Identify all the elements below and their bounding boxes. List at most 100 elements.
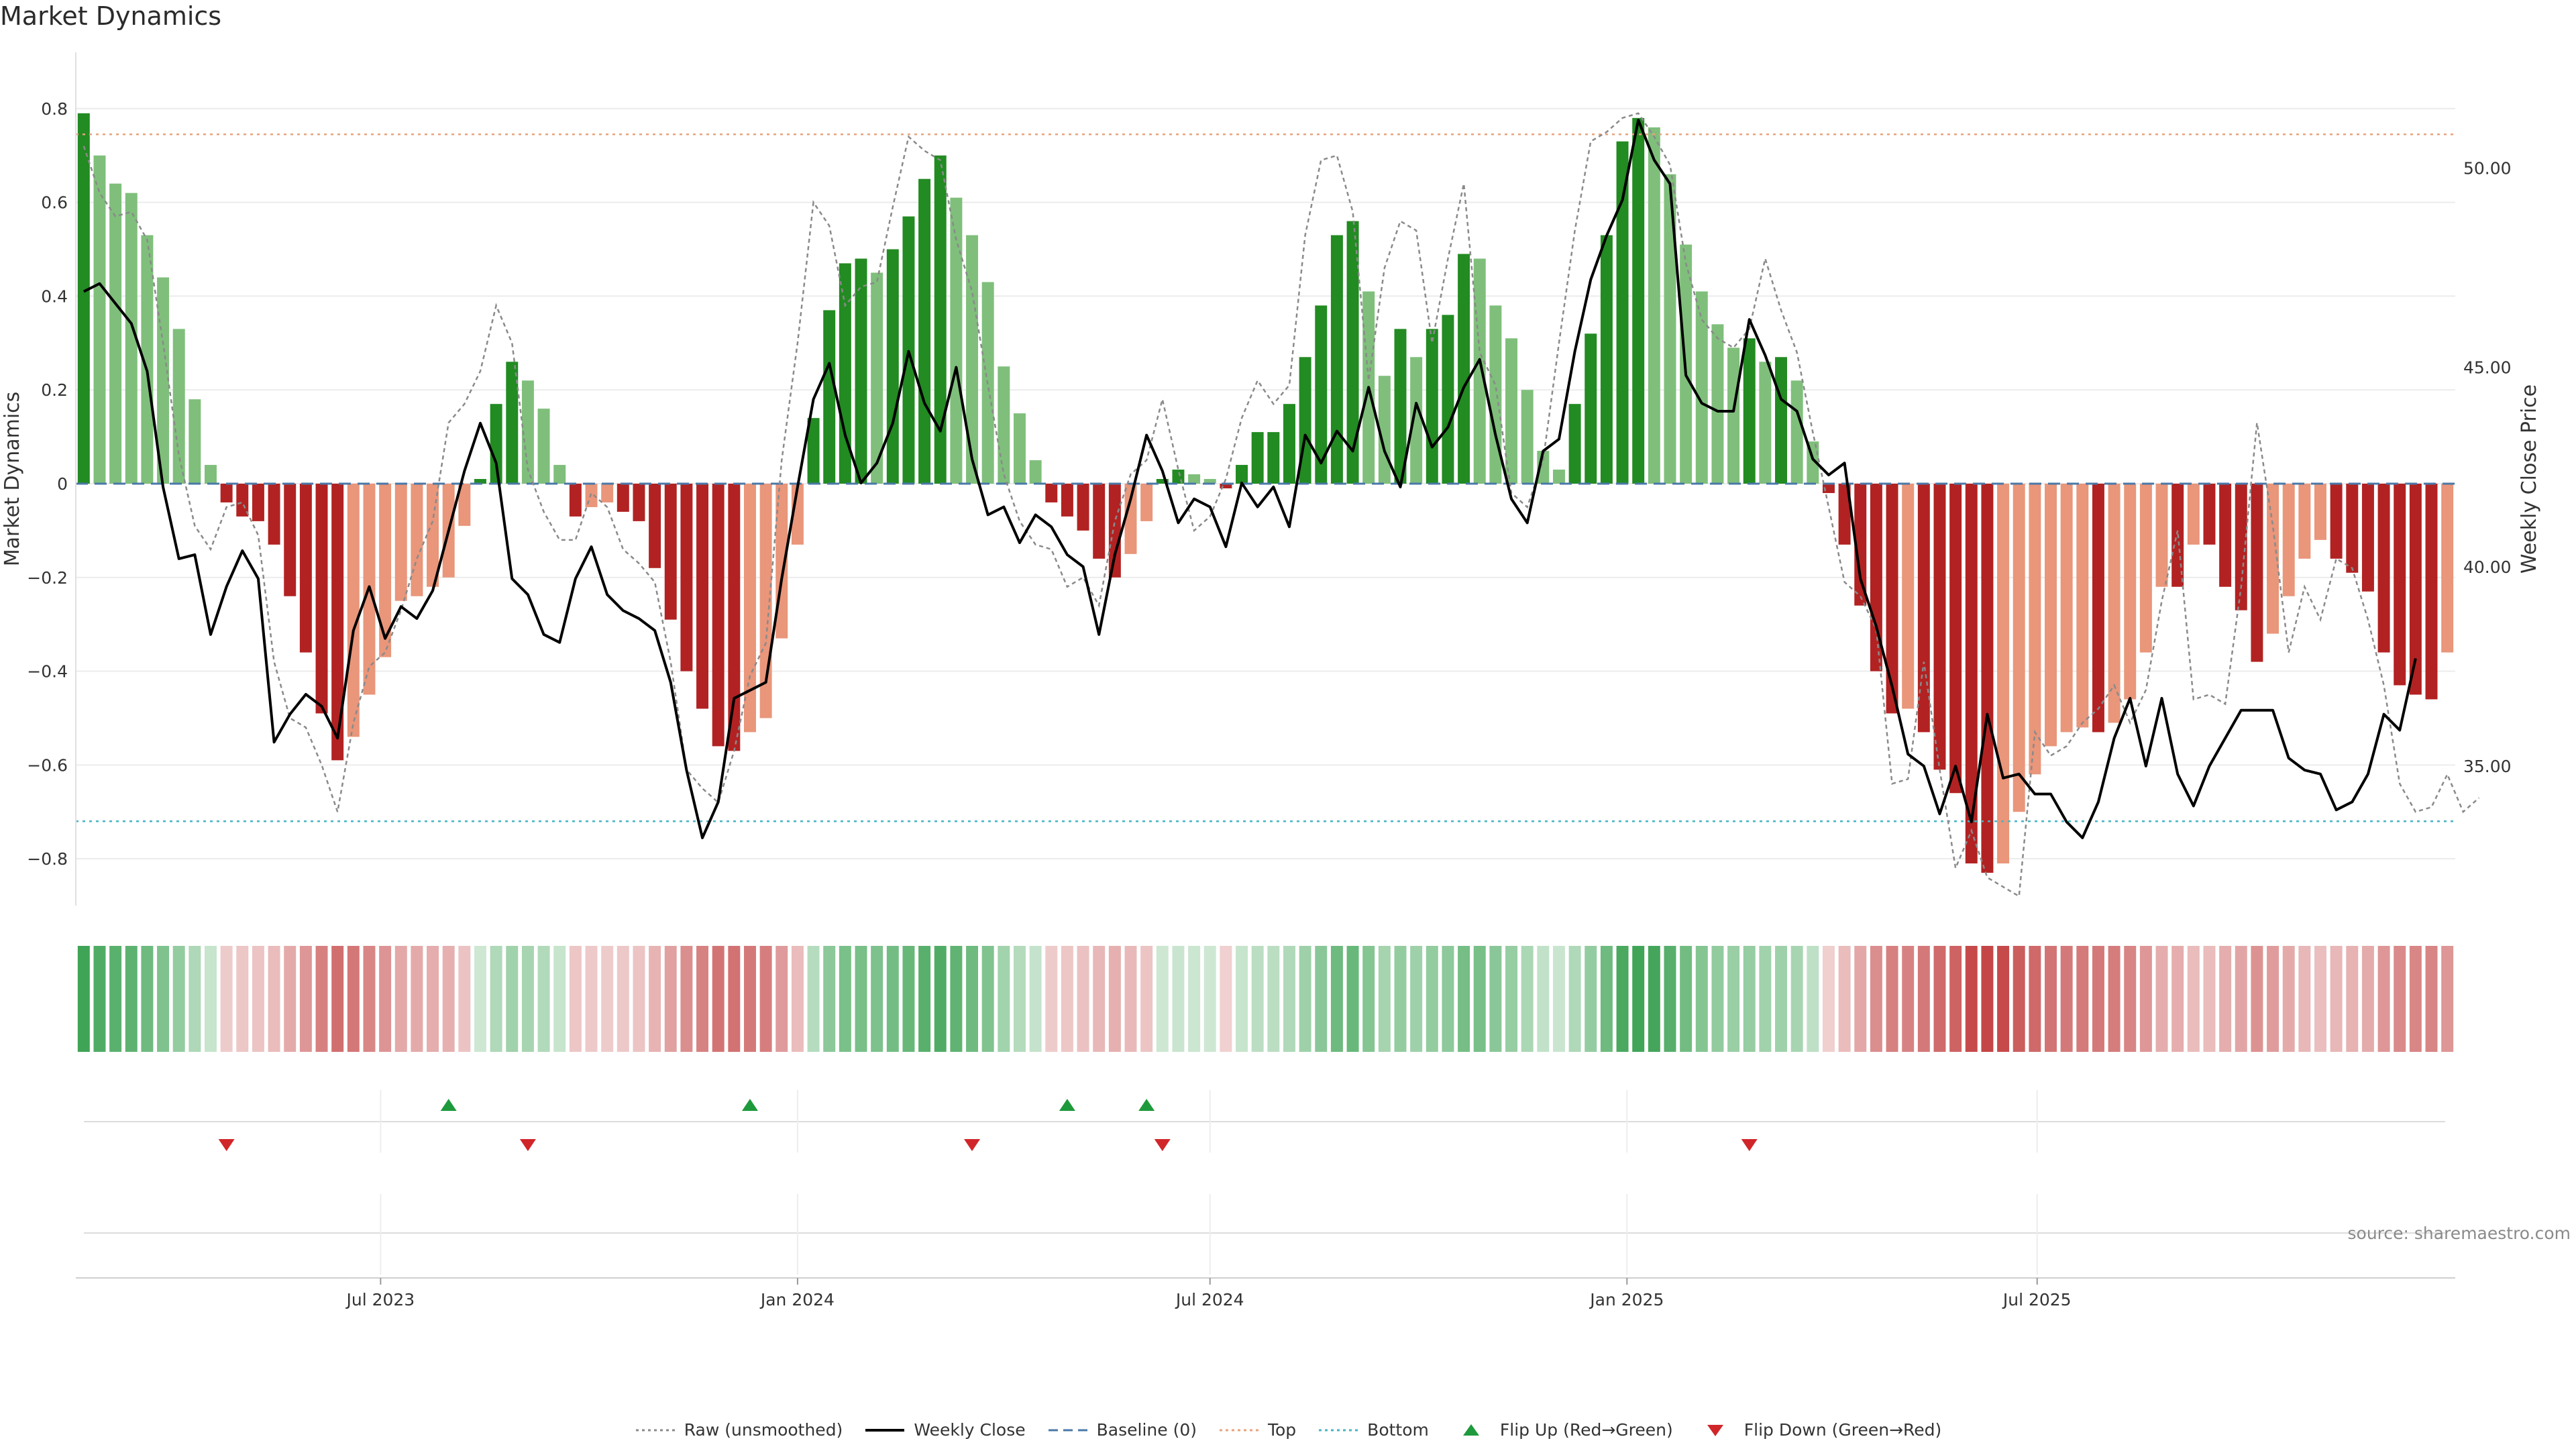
heat-cell (1775, 946, 1788, 1052)
bar (537, 409, 550, 484)
bar (1585, 333, 1597, 484)
heat-cell (442, 946, 455, 1052)
bar (855, 258, 867, 484)
bar (1124, 483, 1137, 554)
x-tick-label: Jul 2023 (345, 1290, 415, 1309)
y-tick-label: −0.2 (27, 568, 68, 588)
heat-cell (1140, 946, 1153, 1052)
bar (2251, 483, 2263, 662)
heat-cell (2187, 946, 2200, 1052)
legend-label: Bottom (1367, 1420, 1429, 1440)
legend: Raw (unsmoothed) Weekly Close Baseline (0)… (0, 1420, 2576, 1440)
heat-cell (871, 946, 883, 1052)
legend-swatch (1219, 1429, 1258, 1431)
heat-cell (1077, 946, 1089, 1052)
heat-cell (1790, 946, 1803, 1052)
bar (680, 483, 693, 672)
heat-cell (2346, 946, 2359, 1052)
x-tick-label: Jul 2024 (1175, 1290, 1244, 1309)
heat-cell (331, 946, 344, 1052)
heat-cell (1965, 946, 1978, 1052)
heat-cell (1854, 946, 1867, 1052)
legend-label: Raw (unsmoothed) (684, 1420, 843, 1440)
bar (220, 483, 233, 502)
bar (2361, 483, 2374, 592)
heat-cell (1505, 946, 1518, 1052)
heat-cell (553, 946, 566, 1052)
flip-up-marker (440, 1099, 457, 1111)
bar (1949, 483, 1962, 794)
bar (490, 404, 502, 484)
bar (2314, 483, 2326, 540)
bar (1045, 483, 1058, 502)
heat-cell (2029, 946, 2041, 1052)
y-tick-label: 0.2 (41, 380, 68, 400)
bar (2045, 483, 2057, 747)
bar (427, 483, 439, 587)
flip-up-marker (1138, 1099, 1155, 1111)
heat-cell (1267, 946, 1280, 1052)
bar (1394, 329, 1407, 484)
heat-cell (1299, 946, 1311, 1052)
heat-cell (1426, 946, 1438, 1052)
bar (839, 263, 851, 484)
heat-cell (2409, 946, 2422, 1052)
heat-cell (2377, 946, 2390, 1052)
heat-cell (1236, 946, 1248, 1052)
heat-cell (823, 946, 836, 1052)
legend-swatch (1319, 1429, 1358, 1431)
bar (2203, 483, 2216, 545)
bar (109, 183, 122, 484)
flip-down-marker (218, 1139, 235, 1151)
heat-cell (981, 946, 994, 1052)
legend-item: Raw (unsmoothed) (635, 1420, 843, 1440)
heat-cell (1838, 946, 1851, 1052)
heat-cell (728, 946, 741, 1052)
bar (2219, 483, 2232, 587)
bar (2330, 483, 2343, 559)
x-tick-label: Jan 2025 (1589, 1290, 1664, 1309)
heat-cell (2314, 946, 2326, 1052)
legend-label: Baseline (0) (1096, 1420, 1197, 1440)
bar (1743, 338, 1756, 484)
bar (1917, 483, 1930, 733)
bar (205, 465, 217, 484)
bar (1965, 483, 1978, 864)
heat-cell (649, 946, 661, 1052)
bar (1093, 483, 1106, 559)
legend-item: Weekly Close (864, 1420, 1026, 1440)
bar (1552, 470, 1565, 484)
heat-cell (886, 946, 899, 1052)
heat-cell (569, 946, 582, 1052)
heat-cell (2203, 946, 2216, 1052)
heat-cell (411, 946, 423, 1052)
bar (934, 155, 947, 484)
bar (649, 483, 661, 568)
flip-down-marker (1741, 1139, 1758, 1151)
bar (2012, 483, 2025, 812)
bar (1283, 404, 1295, 484)
heat-cell (1045, 946, 1058, 1052)
heat-cell (1410, 946, 1423, 1052)
bar (1854, 483, 1867, 606)
bar (1473, 258, 1486, 484)
heat-cell (1108, 946, 1121, 1052)
bar (2076, 483, 2089, 728)
heat-cell (2361, 946, 2374, 1052)
bar (2139, 483, 2152, 653)
bar (696, 483, 709, 709)
bar (1886, 483, 1898, 714)
heat-cell (236, 946, 249, 1052)
heat-cell (1870, 946, 1882, 1052)
bar (252, 483, 264, 521)
heat-cell (2012, 946, 2025, 1052)
bar (1203, 479, 1216, 484)
bar (1505, 338, 1518, 484)
heat-cell (220, 946, 233, 1052)
heat-cell (1600, 946, 1613, 1052)
bar (1997, 483, 2010, 864)
heat-cell (1220, 946, 1232, 1052)
bar (743, 483, 756, 733)
heat-cell (2219, 946, 2232, 1052)
bar (1013, 413, 1026, 484)
